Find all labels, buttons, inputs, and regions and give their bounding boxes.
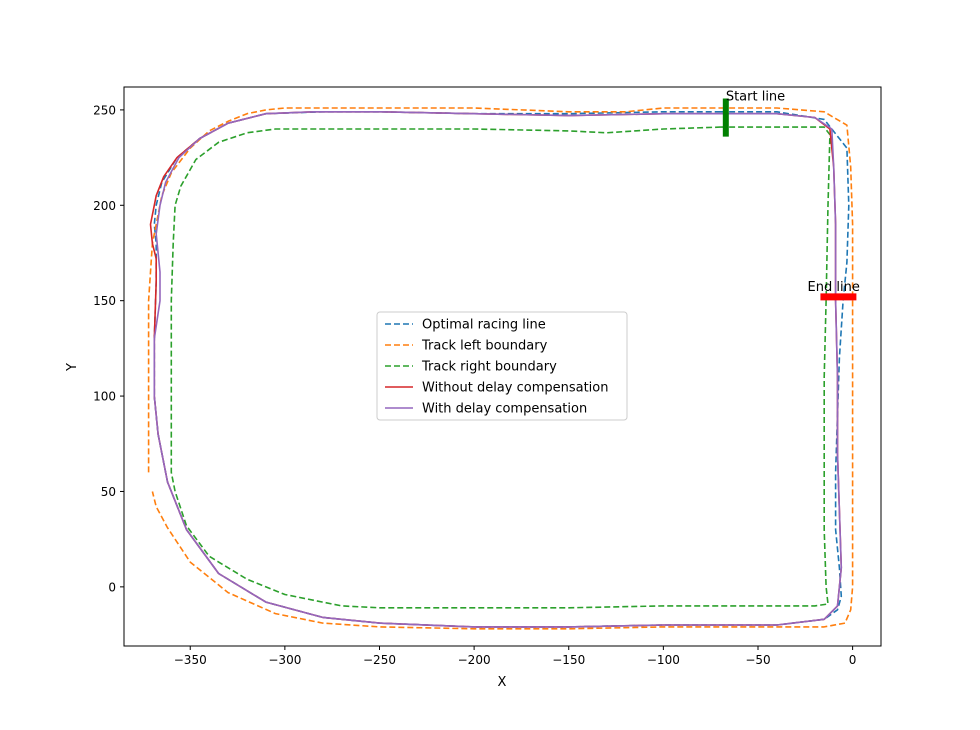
y-tick-label: 50 [101,485,116,499]
x-tick-label: −350 [174,653,207,667]
y-tick-label: 200 [93,199,116,213]
x-tick-label: 0 [849,653,857,667]
y-axis-label: Y [65,363,80,372]
legend: Optimal racing line Track left boundary Tr… [376,311,628,421]
x-tick-label: −250 [363,653,396,667]
legend-label-track-right-boundary: Track right boundary [421,360,557,375]
annotation-end-line: End line [808,280,860,295]
legend-box [376,311,628,421]
series-track-right-boundary [170,126,831,609]
series-layer [147,107,854,630]
x-tick-label: −100 [647,653,680,667]
y-tick-label: 0 [108,580,116,594]
y-tick-label: 150 [93,294,116,308]
marker-layer [722,98,857,301]
legend-items: Optimal racing line Track left boundary Tr… [385,318,609,417]
x-ticks: −350 −300 −250 −200 −150 −100 −50 0 [174,646,857,667]
x-tick-label: −150 [552,653,585,667]
x-axis-label: X [498,675,507,690]
y-tick-label: 250 [93,103,116,117]
x-tick-label: −50 [745,653,770,667]
annotations: Start line End line [726,89,860,295]
x-tick-label: −200 [458,653,491,667]
annotation-start-line: Start line [726,89,785,104]
plot-frame [123,86,882,647]
legend-label-track-left-boundary: Track left boundary [421,339,548,354]
series-track-left-boundary [147,107,854,630]
legend-label-optimal-racing-line: Optimal racing line [422,318,546,333]
x-tick-label: −300 [268,653,301,667]
legend-label-without-delay-compensation: Without delay compensation [422,381,609,396]
y-ticks: 0 50 100 150 200 250 [93,103,124,594]
legend-label-with-delay-compensation: With delay compensation [422,402,587,417]
series-with-delay-compensation [153,111,843,628]
y-tick-label: 100 [93,390,116,404]
